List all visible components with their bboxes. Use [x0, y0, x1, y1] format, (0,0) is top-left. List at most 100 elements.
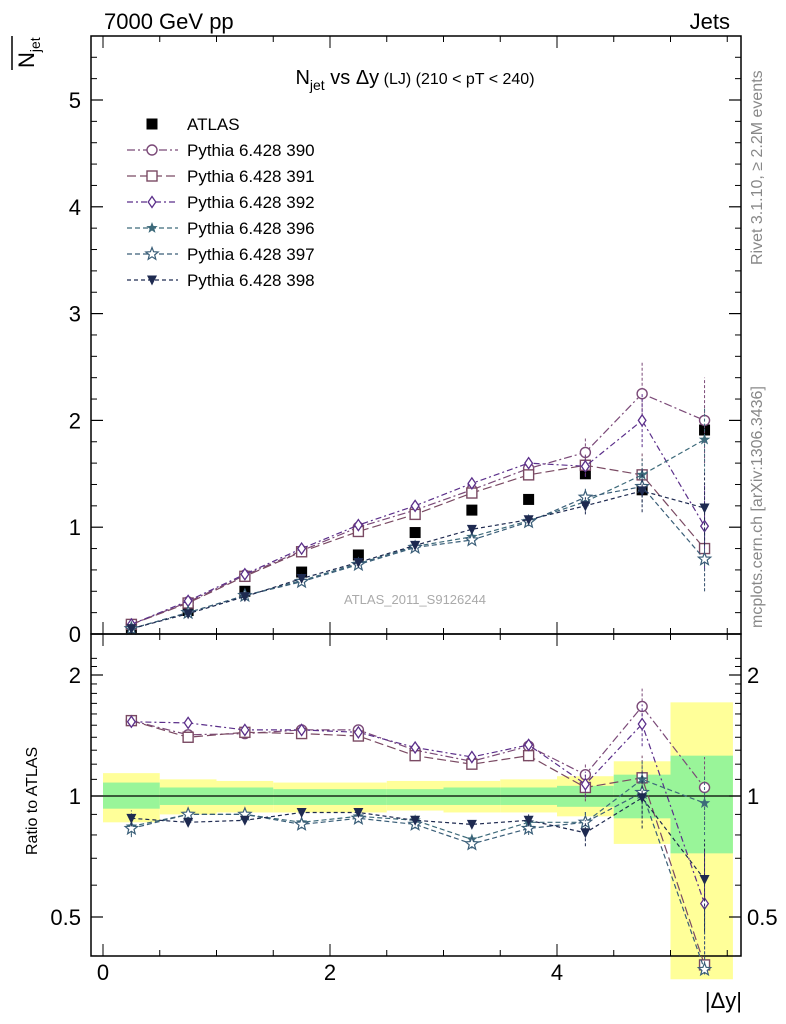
data-point-p392: [524, 456, 534, 470]
data-point-p397: [577, 489, 594, 504]
data-point-p392: [637, 413, 647, 428]
data-point-p396: [579, 495, 592, 507]
ratio-point-p398: [353, 807, 364, 818]
main-panel-series: [123, 361, 713, 636]
data-point-p398: [580, 501, 591, 512]
data-point-p392: [240, 567, 250, 581]
legend-label-p392: Pythia 6.428 392: [187, 193, 315, 212]
legend-marker-p390: [146, 144, 158, 156]
ratio-point-p398: [296, 807, 307, 818]
green-band-segment: [386, 789, 444, 805]
rivet-version-label: Rivet 3.1.10, ≥ 2.2M events: [749, 70, 766, 265]
ratio-line-p392: [131, 721, 706, 904]
main-y-tick-label: 2: [69, 408, 81, 433]
legend-marker-p391: [146, 170, 158, 182]
ratio-point-p392: [297, 723, 307, 737]
ratio-point-p392: [353, 725, 363, 739]
analysis-watermark: ATLAS_2011_S9126244: [344, 592, 486, 607]
ratio-y-tick-label: 2: [69, 663, 81, 688]
data-point-p392: [580, 459, 590, 473]
data-point-p398: [296, 573, 307, 584]
ratio-point-p397: [520, 820, 537, 836]
ratio-uncertainty-bands: [103, 702, 733, 980]
legend-entry-p392: Pythia 6.428 392: [127, 193, 315, 212]
x-tick-label: 0: [97, 960, 109, 985]
ratio-y-tick-label: 0.5: [50, 905, 81, 930]
data-point-p398: [637, 486, 648, 497]
legend-label-p396: Pythia 6.428 396: [187, 219, 315, 238]
ratio-panel-frame: [90, 633, 742, 957]
ratio-point-p397: [464, 835, 480, 851]
ratio-point-p391: [522, 749, 535, 762]
ratio-point-p397: [293, 816, 310, 831]
main-y-tick-label: 3: [69, 302, 81, 327]
data-point-p398: [126, 624, 137, 635]
mcplots-label: mcplots.cern.ch [arXiv:1306.3436]: [749, 386, 766, 628]
data-point-p398: [523, 515, 534, 526]
x-tick-label: 4: [551, 960, 563, 985]
ratio-point-p392: [467, 750, 477, 764]
ratio-series-p398: [126, 771, 710, 932]
ratio-point-p398: [126, 813, 137, 824]
ratio-y-tick-label-right: 1: [747, 784, 759, 809]
ratio-point-p398: [523, 815, 534, 826]
ratio-point-p398: [239, 815, 250, 826]
ratio-y-axis-label: Ratio to ATLAS: [24, 747, 41, 855]
ratio-series-p391: [125, 714, 711, 975]
main-y-tick-label: 5: [69, 88, 81, 113]
ratio-point-p397: [696, 961, 713, 977]
ratio-point-p392: [410, 740, 420, 755]
series-line-p397: [131, 485, 705, 630]
data-point-p397: [696, 551, 713, 566]
data-point-p392: [467, 476, 477, 491]
data-point-p391: [522, 469, 535, 481]
ratio-point-p398: [699, 874, 710, 885]
data-point-p398: [183, 609, 194, 620]
legend-label-p397: Pythia 6.428 397: [187, 245, 315, 264]
legend-entry-atlas: ATLAS: [146, 115, 240, 134]
x-axis-label: |Δy|: [705, 988, 742, 1013]
header-jets-label: Jets: [690, 9, 730, 34]
data-point-p396: [698, 433, 711, 445]
legend-entry-p397: Pythia 6.428 397: [127, 245, 315, 264]
legend-label-atlas: ATLAS: [187, 115, 240, 134]
data-point-atlas: [296, 566, 308, 578]
ratio-line-p397: [131, 791, 706, 970]
data-point-p398: [239, 592, 250, 603]
data-point-p390: [636, 388, 648, 400]
ratio-point-p398: [637, 793, 648, 804]
green-band-segment: [330, 789, 387, 805]
ratio-point-p392: [524, 738, 534, 752]
x-tick-label: 2: [324, 960, 336, 985]
ratio-point-p397: [180, 806, 196, 822]
legend-marker-p392: [147, 195, 157, 209]
green-band-segment: [273, 789, 330, 805]
legend: ATLAS Pythia 6.428 390 Pythia 6.428 391 Pyt…: [127, 115, 315, 290]
legend-entry-p398: Pythia 6.428 398: [127, 271, 315, 290]
legend-entry-p391: Pythia 6.428 391: [127, 167, 315, 186]
series-line-p392: [131, 419, 706, 625]
ratio-point-p392: [126, 715, 136, 729]
data-point-atlas: [409, 527, 421, 539]
data-point-p392: [410, 499, 420, 513]
main-panel-axes: 0 1 2 3 4 5: [69, 35, 742, 647]
data-point-p398: [466, 524, 477, 535]
ratio-point-p392: [240, 723, 250, 737]
ratio-y-tick-label-right: 2: [747, 663, 759, 688]
ratio-point-p392: [183, 716, 193, 730]
data-point-p398: [699, 503, 710, 514]
data-point-atlas: [352, 549, 364, 561]
data-point-atlas: [523, 493, 535, 505]
data-point-p392: [297, 541, 307, 556]
data-point-p392: [353, 518, 363, 532]
ratio-point-p390: [636, 700, 648, 713]
main-y-tick-label: 1: [69, 515, 81, 540]
ratio-point-p398: [183, 817, 194, 828]
green-band-segment: [670, 755, 733, 854]
svg-text:Njet: Njet: [14, 37, 43, 68]
data-point-p398: [353, 557, 364, 568]
ratio-line-p398: [131, 797, 705, 880]
ratio-point-p398: [580, 828, 591, 839]
header-energy-label: 7000 GeV pp: [104, 9, 234, 34]
ratio-panel-series: [123, 688, 713, 977]
